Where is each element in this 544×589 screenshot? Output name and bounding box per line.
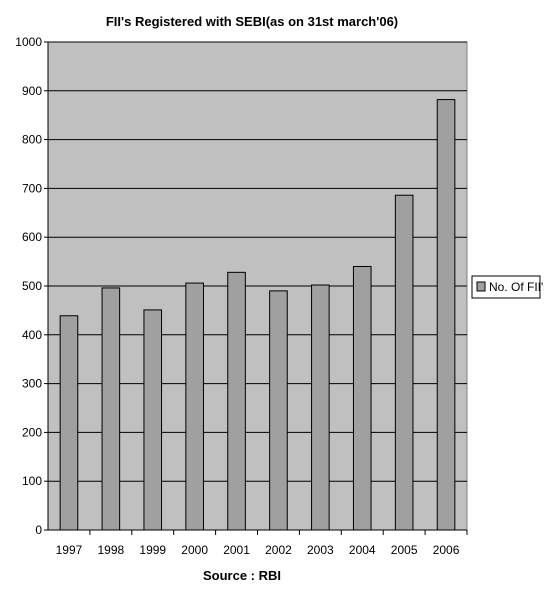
x-tick-label: 2004 (349, 543, 376, 557)
bar-2002 (269, 290, 288, 531)
legend: No. Of FII's (471, 275, 544, 299)
legend-box (471, 275, 541, 299)
bar-2004 (352, 265, 372, 531)
y-tick-label: 400 (22, 328, 42, 342)
bars (59, 99, 456, 531)
y-tick-label: 800 (22, 133, 42, 147)
x-tick-label: 2000 (181, 543, 208, 557)
x-axis-label: Source : RBI (203, 568, 281, 583)
bar-1998 (101, 287, 121, 531)
x-tick-label: 2005 (391, 543, 418, 557)
y-tick-label: 500 (22, 279, 42, 293)
y-tick-label: 700 (22, 181, 42, 195)
legend-label: No. Of FII's (489, 280, 544, 294)
bar-2006 (436, 99, 456, 531)
x-tick-label: 2003 (307, 543, 334, 557)
x-tick-label: 1997 (56, 543, 83, 557)
y-tick-label: 200 (22, 425, 42, 439)
x-tick-label: 2001 (223, 543, 250, 557)
x-tick-label: 1998 (97, 543, 124, 557)
bar-2000 (185, 282, 204, 531)
chart-title: FII's Registered with SEBI(as on 31st ma… (106, 14, 398, 29)
x-tick-label: 2006 (433, 543, 460, 557)
legend-swatch (476, 281, 486, 292)
bar-1999 (143, 309, 163, 531)
x-tick-label: 1999 (139, 543, 166, 557)
bar-2001 (227, 271, 246, 531)
y-tick-label: 0 (35, 523, 42, 537)
y-tick-label: 1000 (15, 35, 42, 49)
bar-1997 (59, 315, 79, 531)
y-tick-label: 100 (22, 474, 42, 488)
y-tick-label: 300 (22, 377, 42, 391)
y-tick-label: 600 (22, 230, 42, 244)
y-axis: 0 100 200 300 400 500 600 700 800 900 1000 (15, 35, 48, 537)
y-tick-label: 900 (22, 84, 42, 98)
x-axis: 1997 1998 1999 2000 2001 2002 2003 2004 2005 2006 (56, 530, 468, 557)
bar-2005 (394, 194, 414, 531)
bar-2003 (311, 284, 330, 531)
x-tick-label: 2002 (265, 543, 292, 557)
